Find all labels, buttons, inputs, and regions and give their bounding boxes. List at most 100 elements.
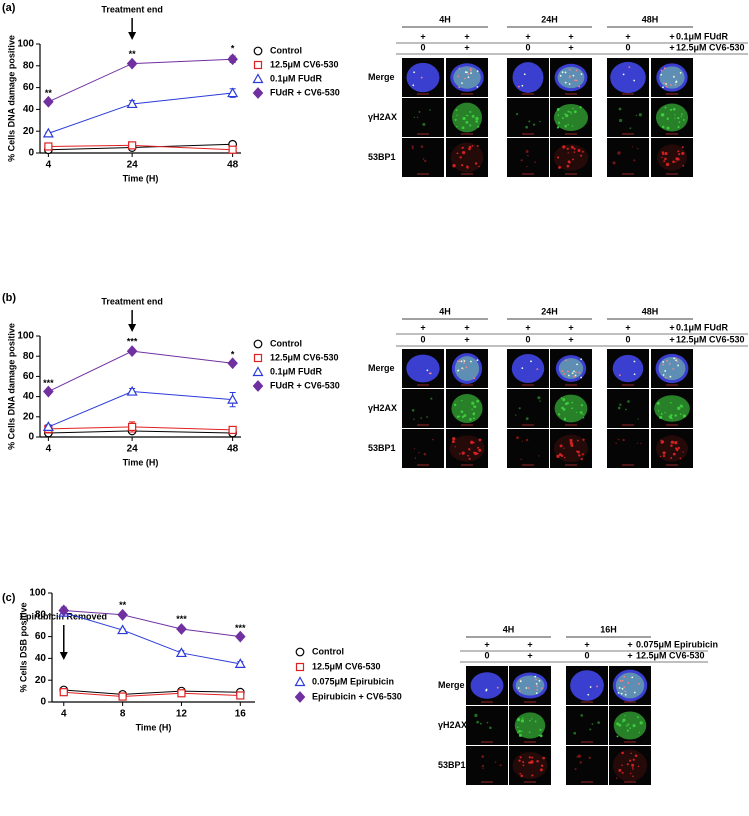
time-label: 16H [600, 624, 617, 634]
focus [566, 401, 569, 405]
focus [412, 84, 415, 87]
focus [521, 717, 524, 719]
image-cell [402, 138, 444, 177]
focus [411, 408, 415, 412]
focus [563, 456, 566, 459]
focus [666, 359, 669, 362]
nucleus-signal [654, 395, 690, 422]
focus [631, 763, 635, 767]
image-cell [466, 706, 508, 745]
annotation: Treatment end [101, 4, 163, 14]
focus [471, 408, 473, 411]
focus [622, 73, 625, 76]
nucleus [612, 354, 644, 383]
focus [462, 116, 466, 121]
focus [522, 761, 525, 764]
marker [252, 366, 264, 377]
time-label: 4H [503, 624, 515, 634]
focus [659, 415, 663, 420]
focus [674, 83, 677, 86]
focus [459, 156, 462, 159]
focus [452, 436, 456, 441]
focus [568, 68, 571, 71]
focus [617, 438, 620, 441]
focus [430, 397, 433, 400]
focus [461, 399, 463, 402]
focus [673, 75, 675, 78]
focus [455, 109, 458, 111]
focus [633, 360, 636, 363]
focus [672, 452, 676, 456]
y-axis-label: % Cells DSB positive [18, 602, 28, 692]
focus [659, 455, 662, 458]
focus [670, 83, 672, 86]
focus [476, 720, 480, 724]
focus [534, 720, 537, 723]
focus [429, 109, 431, 111]
marker [295, 662, 305, 672]
nucleus-signal [553, 103, 589, 132]
focus [529, 719, 531, 722]
marker [253, 60, 263, 70]
focus [678, 153, 681, 156]
focus [526, 165, 528, 168]
significance: *** [127, 337, 138, 347]
focus [418, 451, 420, 454]
image-cell [402, 389, 444, 428]
focus [564, 71, 567, 74]
focus [674, 114, 676, 116]
focus [499, 764, 502, 767]
focus [482, 767, 484, 770]
focus [577, 148, 581, 152]
focus [660, 73, 663, 76]
inhibitor-label: 12.5μM CV6-530 [676, 42, 745, 52]
legend-label: Control [270, 338, 302, 348]
marker [227, 393, 239, 404]
focus [589, 686, 592, 688]
focus [494, 761, 497, 763]
marker [117, 624, 129, 635]
focus [574, 768, 577, 771]
time-label: 48H [642, 306, 659, 316]
focus [521, 730, 523, 733]
focus [558, 165, 562, 169]
focus [567, 152, 569, 154]
focus [639, 721, 643, 725]
focus [458, 67, 461, 70]
focus [623, 675, 626, 678]
focus [629, 727, 631, 730]
significance: *** [235, 623, 246, 633]
focus [432, 438, 434, 441]
focus [682, 414, 686, 418]
focus [535, 682, 538, 685]
focus [619, 680, 622, 682]
focus [560, 397, 563, 399]
nucleus-signal [514, 712, 546, 739]
focus [672, 107, 676, 111]
row-label: Merge [438, 680, 465, 690]
focus [466, 114, 469, 117]
focus [677, 446, 680, 450]
focus [519, 772, 521, 775]
focus [570, 113, 572, 115]
focus [559, 444, 563, 448]
marker [253, 339, 263, 349]
focus [630, 752, 632, 755]
focus [457, 360, 459, 363]
focus [628, 759, 632, 762]
focus [525, 417, 529, 421]
focus [518, 733, 522, 737]
marker [128, 141, 137, 150]
focus [666, 117, 669, 120]
series-line [48, 58, 233, 103]
focus [470, 72, 472, 75]
focus [562, 398, 566, 402]
focus [525, 687, 528, 689]
focus [627, 682, 630, 684]
focus [660, 69, 663, 72]
time-label: 48H [642, 14, 659, 24]
image-cell [566, 706, 608, 745]
focus [567, 110, 570, 113]
focus [597, 721, 601, 724]
focus [538, 679, 541, 682]
